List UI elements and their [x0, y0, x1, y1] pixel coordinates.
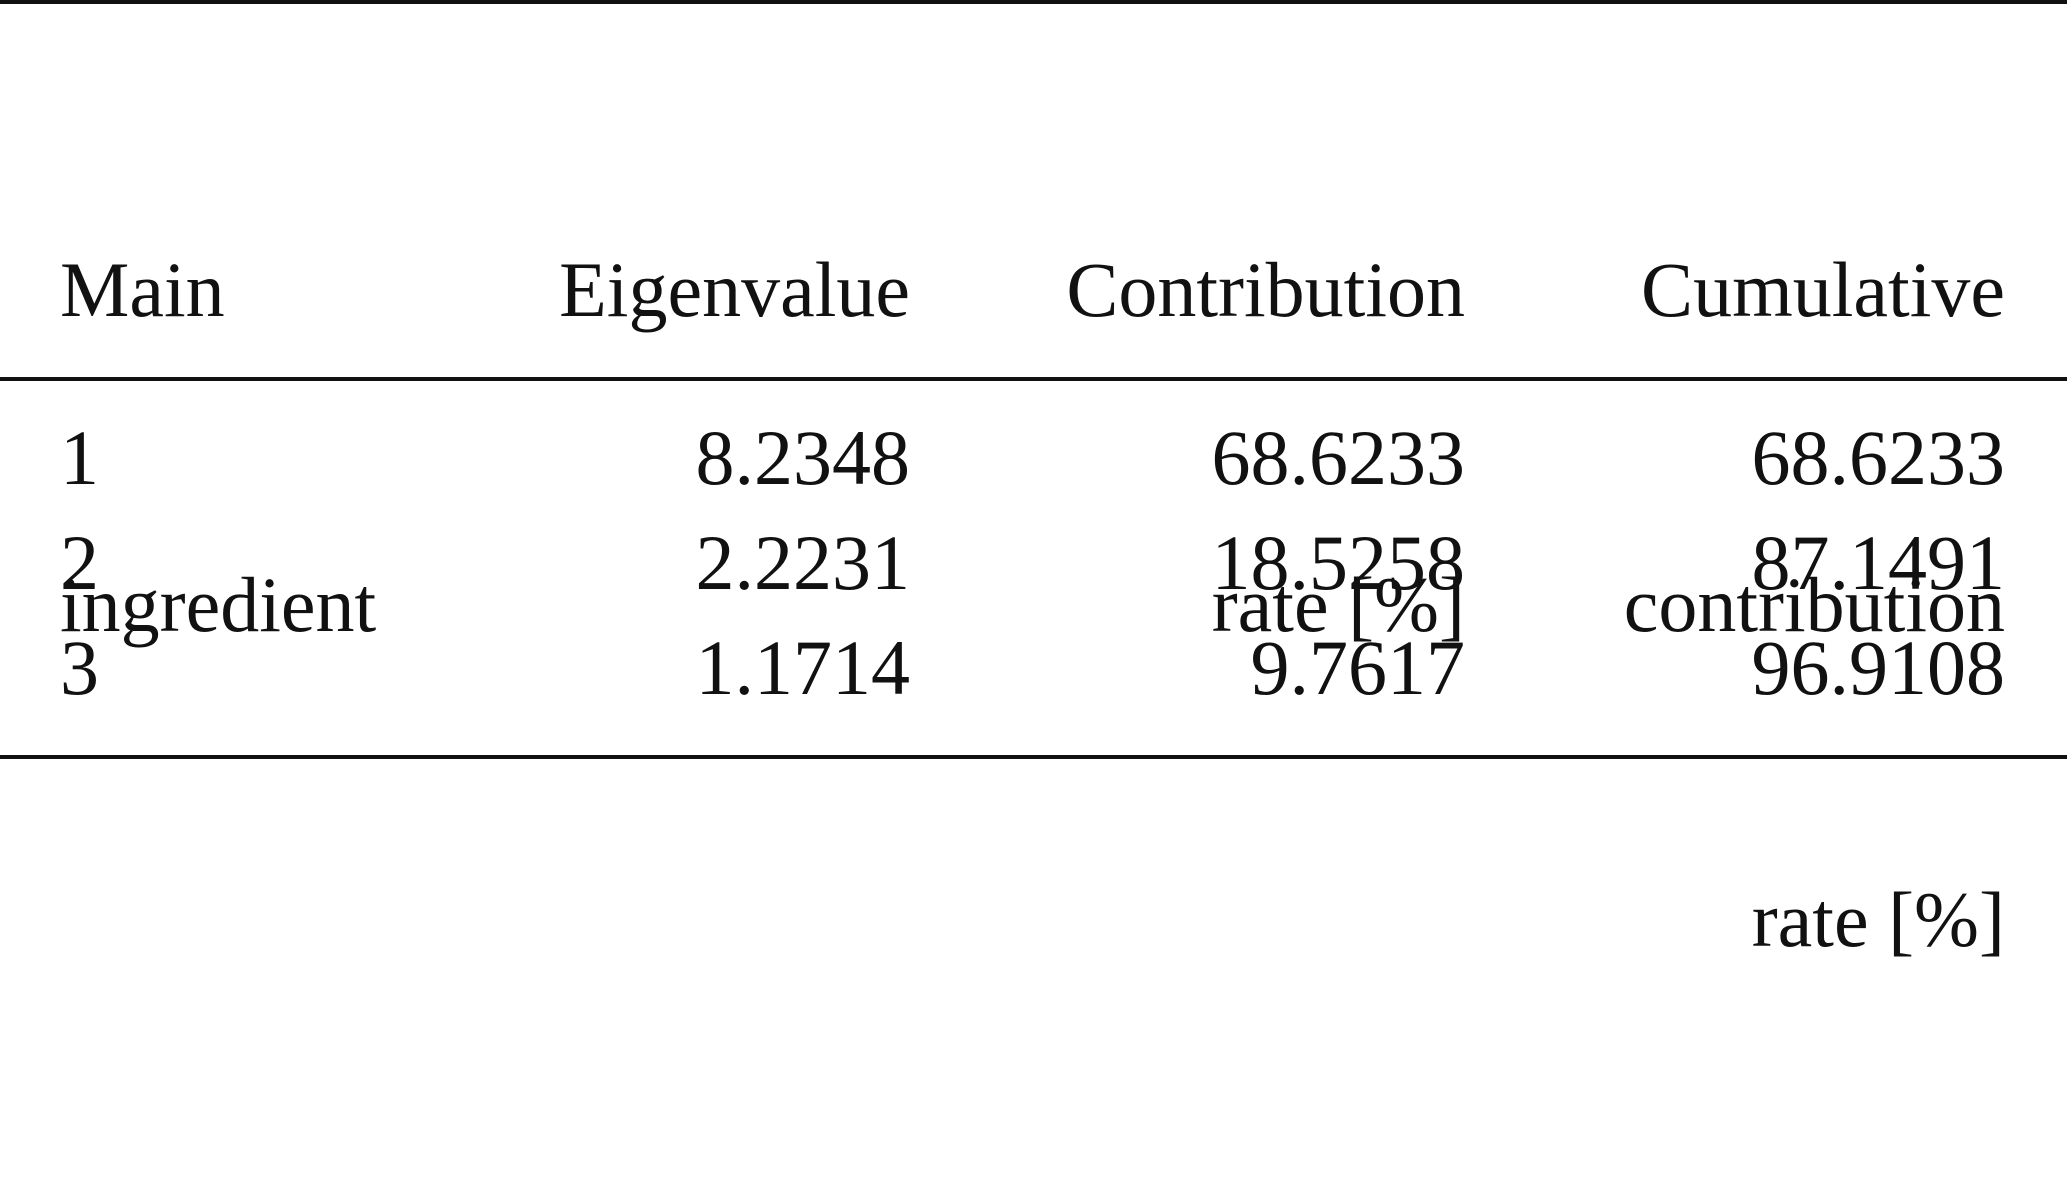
data-table: Main ingredient Eigenvalue Contribution …	[0, 0, 2067, 963]
table-cell-contribution-rate: 68.6233	[1211, 414, 1466, 501]
table-cell-eigenvalue: 2.2231	[695, 519, 911, 606]
bottom-rule	[0, 755, 2067, 759]
table-cell-contribution-rate: 18.5258	[1211, 519, 1466, 606]
header-line: Eigenvalue	[559, 246, 910, 333]
table-cell-cumulative-rate: 87.1491	[1751, 519, 2006, 606]
header-line: ingredient	[60, 561, 377, 648]
table-cell-main-ingredient: 3	[60, 624, 99, 711]
table-cell-eigenvalue: 1.1714	[695, 624, 911, 711]
table-cell-main-ingredient: 2	[60, 519, 99, 606]
header-line: Cumulative	[1641, 246, 2005, 333]
top-rule	[0, 0, 2067, 4]
table-cell-cumulative-rate: 96.9108	[1751, 624, 2006, 711]
header-line: rate [%]	[1751, 876, 2005, 963]
header-line: Contribution	[1066, 246, 1465, 333]
table-cell-contribution-rate: 9.7617	[1250, 624, 1466, 711]
table-cell-eigenvalue: 8.2348	[695, 414, 911, 501]
header-main-ingredient: Main ingredient	[60, 27, 480, 867]
header-line: rate [%]	[1211, 561, 1465, 648]
header-line: Main	[60, 246, 225, 333]
header-line: contribution	[1623, 561, 2005, 648]
header-contribution-rate: Contribution rate [%]	[910, 27, 1465, 867]
header-eigenvalue: Eigenvalue	[480, 27, 910, 552]
table-cell-cumulative-rate: 68.6233	[1751, 414, 2006, 501]
header-rule	[0, 377, 2067, 381]
table-cell-main-ingredient: 1	[60, 414, 99, 501]
